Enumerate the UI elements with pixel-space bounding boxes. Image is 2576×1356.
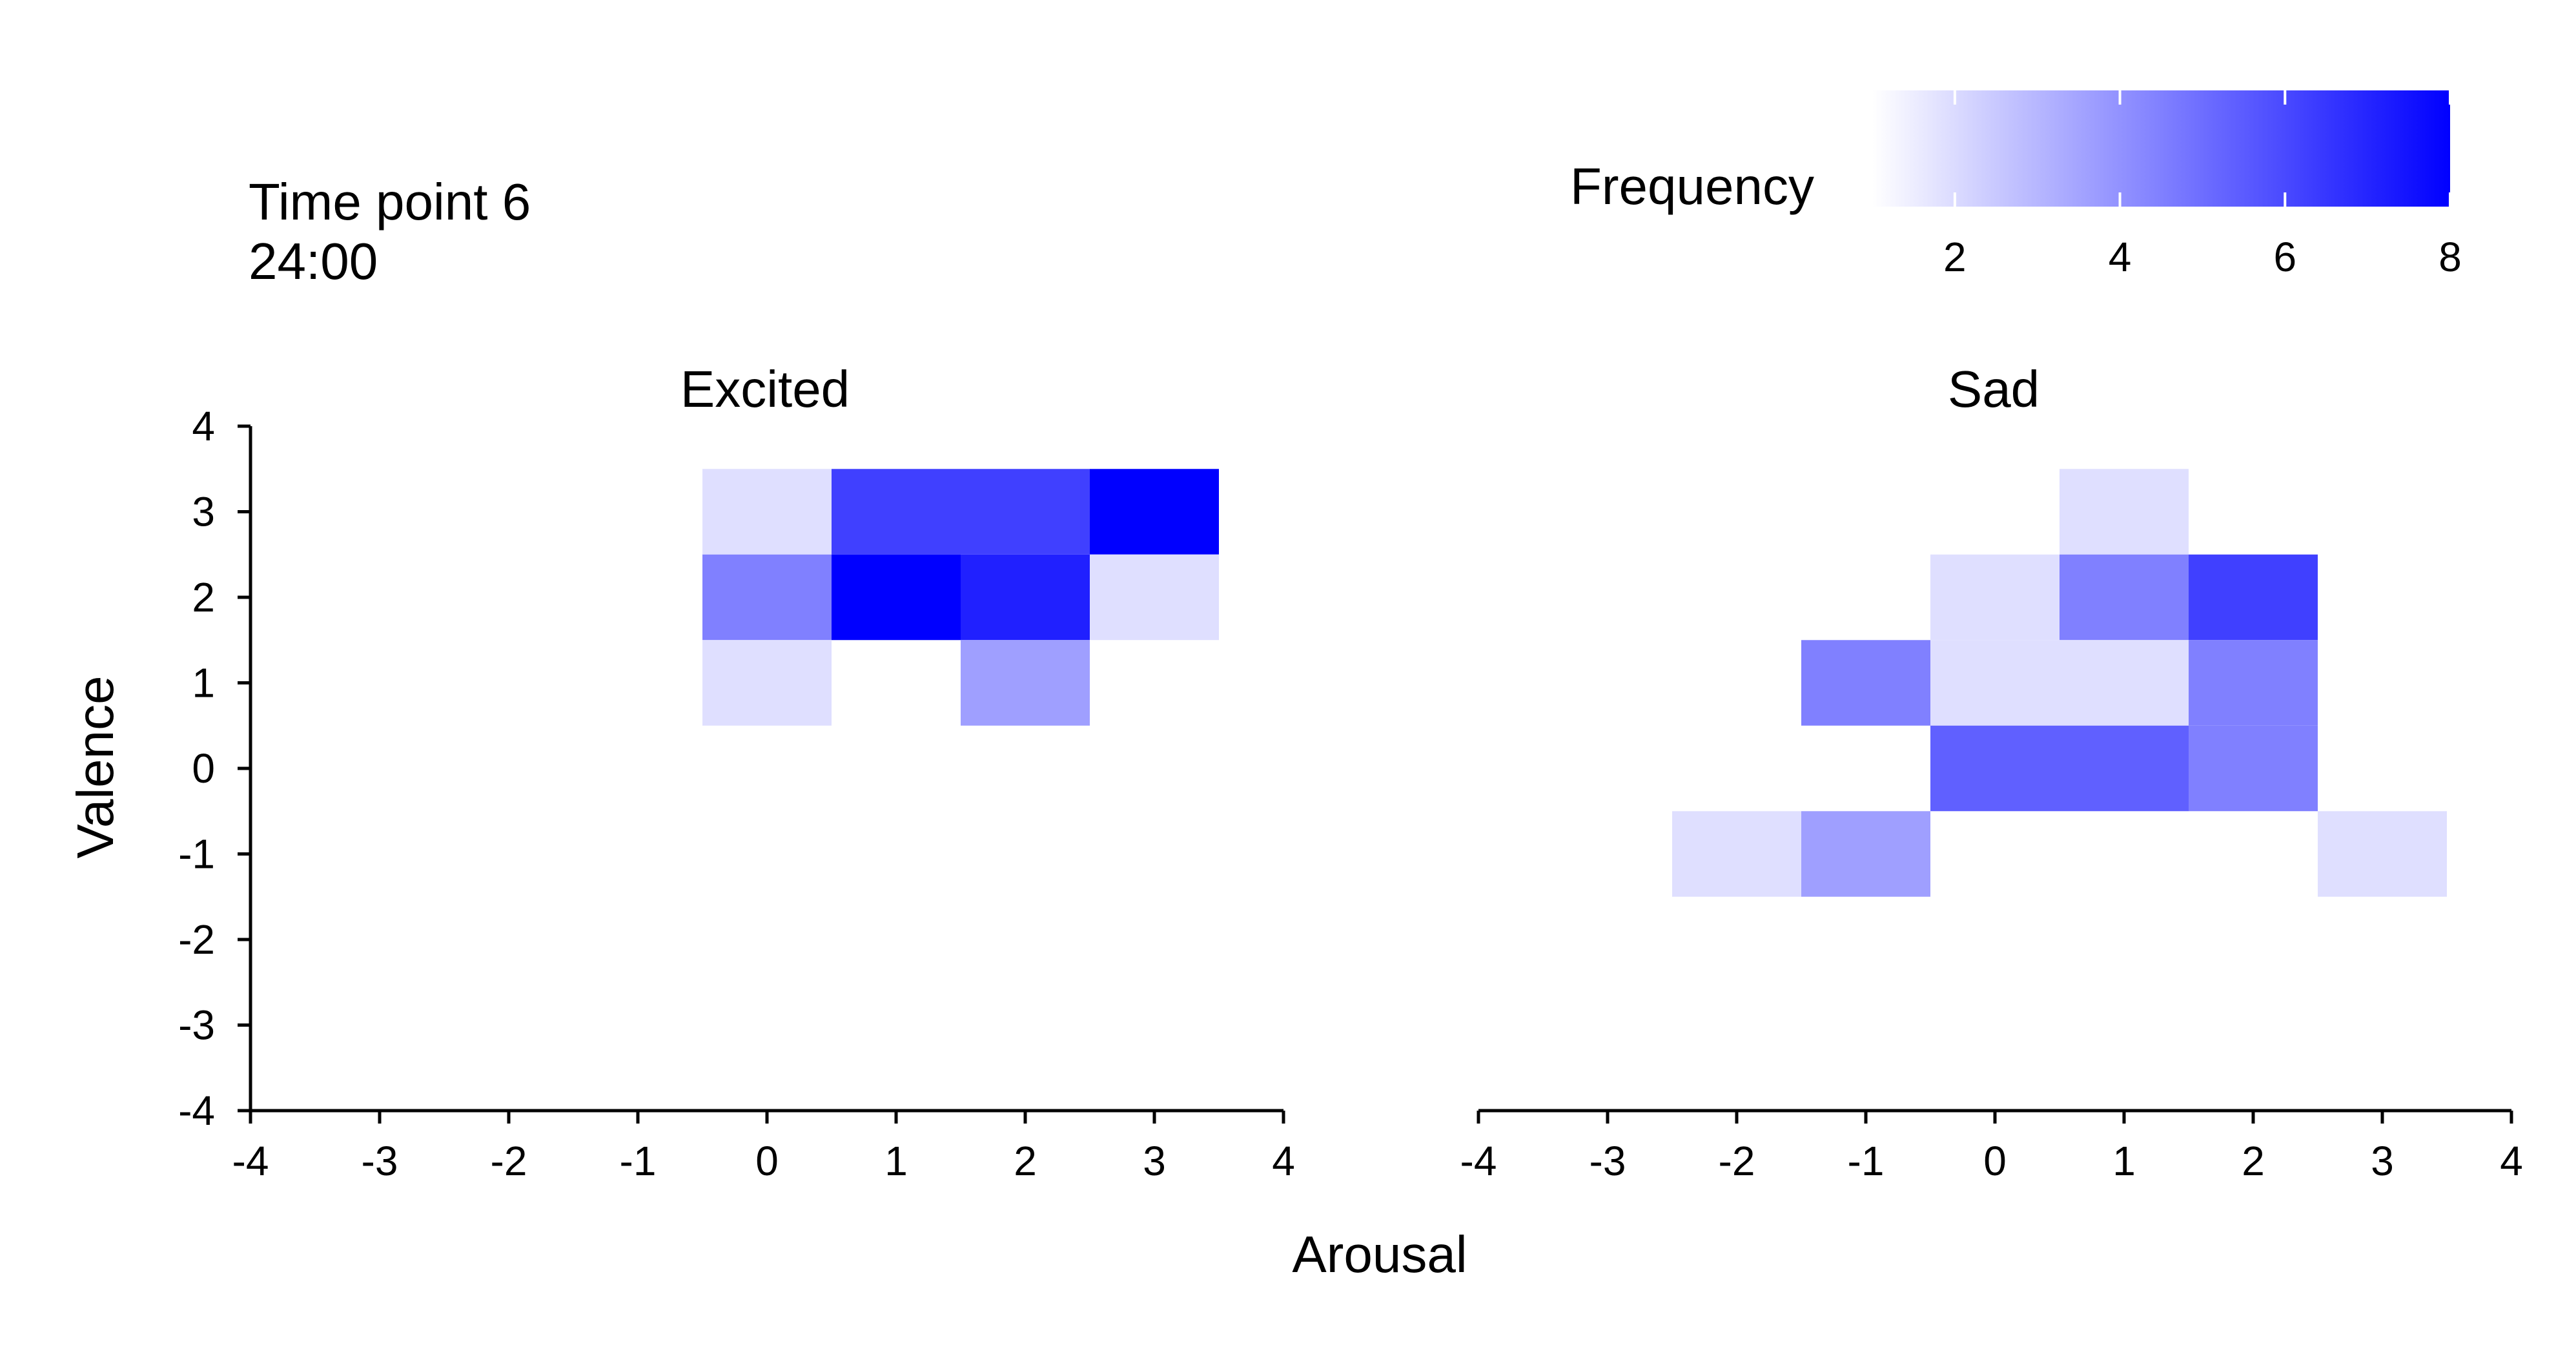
heatmap-cell bbox=[2060, 640, 2189, 726]
x-tick-label: 2 bbox=[2242, 1138, 2265, 1184]
x-tick-label: 4 bbox=[1272, 1138, 1295, 1184]
heatmap-cell bbox=[1801, 640, 1930, 726]
x-tick-label: 3 bbox=[1143, 1138, 1166, 1184]
y-tick-label: 4 bbox=[192, 403, 215, 449]
x-tick-label: 4 bbox=[2500, 1138, 2523, 1184]
x-tick-label: 0 bbox=[755, 1138, 779, 1184]
time-label: 24:00 bbox=[249, 232, 378, 290]
x-tick-label: -2 bbox=[491, 1138, 527, 1184]
heatmap-cell bbox=[2060, 469, 2189, 555]
x-tick-label: 3 bbox=[2371, 1138, 2394, 1184]
y-tick-label: 3 bbox=[192, 489, 215, 535]
x-tick-label: -4 bbox=[232, 1138, 269, 1184]
heatmap-cell bbox=[702, 469, 832, 555]
colorbar-tick-label: 2 bbox=[1943, 234, 1967, 280]
heatmap-cell bbox=[2060, 554, 2189, 641]
colorbar-tick-label: 6 bbox=[2273, 234, 2296, 280]
x-tick-label: 1 bbox=[884, 1138, 908, 1184]
colorbar: Frequency 2 4 6 8 bbox=[1570, 90, 2462, 280]
y-tick-label: -3 bbox=[178, 1002, 215, 1049]
x-tick-label: -3 bbox=[362, 1138, 398, 1184]
heatmap-cell bbox=[1090, 469, 1219, 555]
heatmap-cell bbox=[1930, 725, 2060, 812]
colorbar-tick-label: 4 bbox=[2109, 234, 2132, 280]
y-tick-label: 1 bbox=[192, 660, 215, 706]
x-tick-label: 2 bbox=[1014, 1138, 1037, 1184]
colorbar-label: Frequency bbox=[1570, 158, 1814, 215]
x-tick-label: -4 bbox=[1460, 1138, 1497, 1184]
x-tick-label: -3 bbox=[1590, 1138, 1626, 1184]
colorbar-tick-label: 8 bbox=[2438, 234, 2462, 280]
heatmap-cell bbox=[2060, 725, 2189, 812]
x-tick-label: 0 bbox=[1983, 1138, 2007, 1184]
x-tick-label: 1 bbox=[2112, 1138, 2136, 1184]
panel-sad: Sad -4 -3 -2 -1 0 1 2 3 4 bbox=[1460, 360, 2523, 1184]
y-axis-title: Valence bbox=[66, 675, 124, 858]
heatmap-cell bbox=[1672, 811, 1801, 897]
heatmap-cell bbox=[2189, 725, 2318, 812]
y-tick-label: -4 bbox=[178, 1087, 215, 1134]
x-tick-label: -2 bbox=[1719, 1138, 1755, 1184]
y-tick-label: -2 bbox=[178, 916, 215, 963]
heatmap-cell bbox=[961, 469, 1090, 555]
heatmap-cell bbox=[2189, 640, 2318, 726]
x-tick-label: -1 bbox=[620, 1138, 657, 1184]
heatmap-cell bbox=[1930, 554, 2060, 641]
x-axis-title: Arousal bbox=[1292, 1226, 1467, 1283]
heatmap-cell bbox=[2189, 554, 2318, 641]
heatmap-cell bbox=[961, 640, 1090, 726]
heatmap-cell bbox=[961, 554, 1090, 641]
heatmap-cell bbox=[1090, 554, 1219, 641]
heatmap-cell bbox=[832, 469, 961, 555]
heatmap-cell bbox=[702, 640, 832, 726]
panel-excited: Excited -4 -3 -2 -1 0 1 2 3 4 -4 -3 -2 -1 0 1 2 3 4 bbox=[178, 360, 1295, 1184]
y-tick-label: -1 bbox=[178, 831, 215, 878]
heatmap-cell bbox=[1930, 640, 2060, 726]
panel-title-excited: Excited bbox=[680, 360, 850, 418]
y-tick-label: 0 bbox=[192, 745, 215, 792]
panel-title-sad: Sad bbox=[1948, 360, 2039, 418]
heatmap-cell bbox=[1801, 811, 1930, 897]
x-tick-label: -1 bbox=[1848, 1138, 1885, 1184]
time-point-label: Time point 6 bbox=[249, 173, 531, 231]
heatmap-cell bbox=[832, 554, 961, 641]
y-tick-label: 2 bbox=[192, 574, 215, 621]
heatmap-cell bbox=[702, 554, 832, 641]
colorbar-gradient bbox=[1872, 90, 2450, 207]
heatmap-cell bbox=[2318, 811, 2447, 897]
